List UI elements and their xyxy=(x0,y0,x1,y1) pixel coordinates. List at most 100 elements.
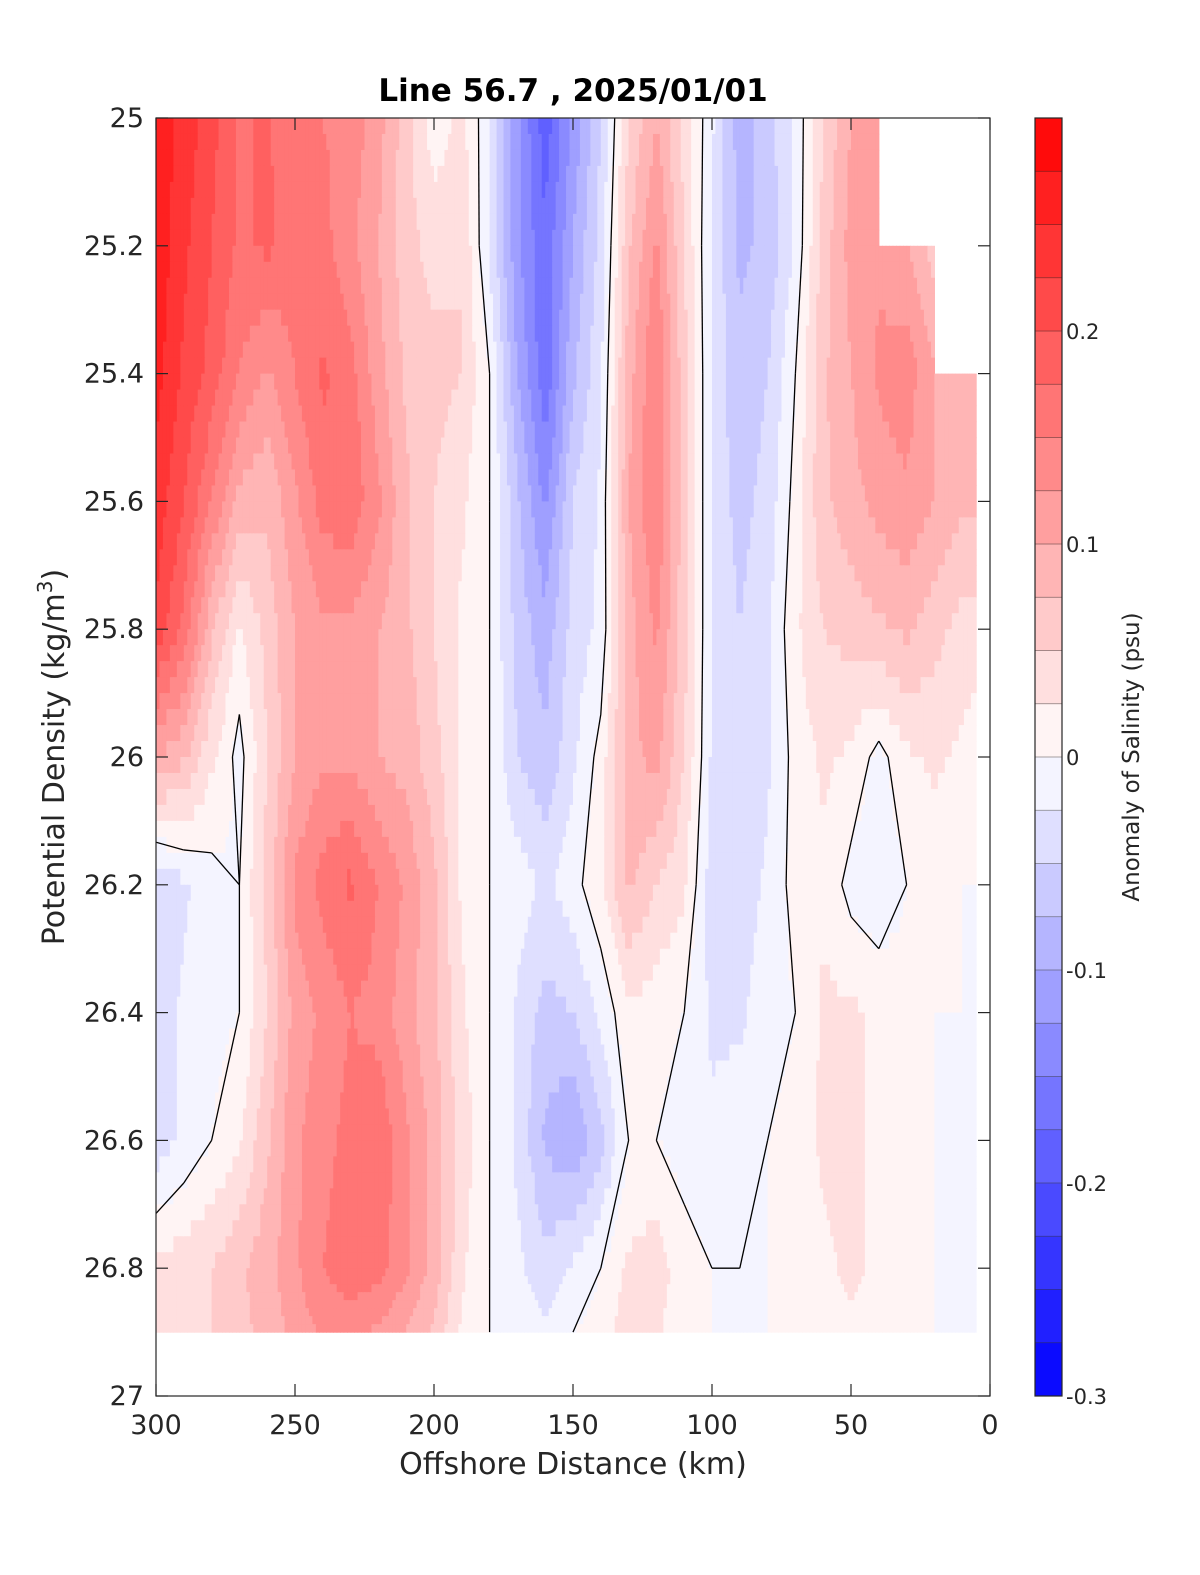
contour-cell xyxy=(232,309,237,327)
contour-cell xyxy=(402,309,407,327)
contour-cell xyxy=(461,341,466,359)
contour-cell xyxy=(802,245,807,263)
contour-cell xyxy=(826,309,831,327)
contour-cell xyxy=(322,485,327,502)
contour-cell xyxy=(284,133,289,151)
contour-cell xyxy=(593,421,598,439)
contour-cell xyxy=(406,197,411,215)
contour-cell xyxy=(420,118,425,135)
contour-cell xyxy=(156,118,161,135)
contour-cell xyxy=(326,245,331,263)
contour-cell xyxy=(270,469,275,487)
contour-cell xyxy=(180,118,185,135)
contour-cell xyxy=(513,245,518,263)
contour-cell xyxy=(871,261,876,279)
contour-cell xyxy=(392,373,397,391)
contour-cell xyxy=(729,118,734,135)
contour-cell xyxy=(298,181,303,199)
contour-cell xyxy=(190,373,195,391)
contour-cell xyxy=(493,277,498,295)
contour-cell xyxy=(771,118,776,135)
contour-cell xyxy=(281,341,286,359)
contour-cell xyxy=(159,149,164,167)
contour-cell xyxy=(162,229,168,247)
contour-cell xyxy=(819,421,824,439)
contour-cell xyxy=(246,118,251,135)
contour-cell xyxy=(232,437,237,455)
contour-cell xyxy=(600,453,605,471)
contour-cell xyxy=(479,149,484,167)
contour-cell xyxy=(267,437,272,455)
contour-cell xyxy=(746,389,751,407)
contour-cell xyxy=(781,133,786,151)
contour-cell xyxy=(687,405,692,423)
contour-cell xyxy=(586,325,591,343)
contour-cell xyxy=(326,453,331,471)
contour-cell xyxy=(868,229,873,247)
contour-cell xyxy=(722,421,727,439)
contour-cell xyxy=(715,341,720,359)
contour-cell xyxy=(732,421,737,439)
contour-cell xyxy=(263,405,268,423)
contour-cell xyxy=(388,373,393,391)
contour-cell xyxy=(190,149,195,167)
contour-cell xyxy=(420,293,425,311)
contour-cell xyxy=(903,277,908,295)
contour-cell xyxy=(228,229,234,247)
contour-cell xyxy=(312,485,317,502)
contour-cell xyxy=(694,293,699,311)
contour-cell xyxy=(381,293,386,311)
contour-cell xyxy=(736,213,741,231)
contour-cell xyxy=(468,245,473,263)
contour-cell xyxy=(361,245,366,263)
contour-cell xyxy=(576,437,581,455)
contour-cell xyxy=(746,437,751,455)
contour-cell xyxy=(208,149,213,167)
contour-cell xyxy=(305,469,310,487)
contour-cell xyxy=(639,485,644,502)
contour-cell xyxy=(656,453,661,471)
contour-cell xyxy=(510,325,515,343)
contour-cell xyxy=(840,245,845,263)
contour-cell xyxy=(434,421,439,439)
contour-cell xyxy=(402,405,407,423)
contour-cell xyxy=(632,181,637,199)
contour-cell xyxy=(847,309,852,327)
contour-cell xyxy=(260,341,265,359)
contour-cell xyxy=(402,293,407,311)
contour-cell xyxy=(618,197,623,215)
contour-cell xyxy=(771,277,776,295)
contour-cell xyxy=(281,405,286,423)
contour-cell xyxy=(573,293,578,311)
contour-cell xyxy=(548,485,553,502)
contour-cell xyxy=(698,341,703,359)
contour-cell xyxy=(281,373,286,391)
contour-cell xyxy=(778,357,783,375)
contour-cell xyxy=(920,309,925,327)
contour-cell xyxy=(156,485,161,502)
contour-cell xyxy=(781,405,786,423)
contour-cell xyxy=(187,165,192,183)
contour-cell xyxy=(256,118,261,135)
contour-cell xyxy=(781,261,786,279)
contour-cell xyxy=(235,357,240,375)
contour-cell xyxy=(340,309,345,327)
contour-cell xyxy=(663,277,668,295)
contour-cell xyxy=(809,165,814,183)
contour-cell xyxy=(305,389,310,407)
contour-cell xyxy=(249,277,254,295)
contour-cell xyxy=(343,405,348,423)
contour-cell xyxy=(732,325,737,343)
contour-cell xyxy=(388,165,393,183)
contour-cell xyxy=(795,309,800,327)
contour-cell xyxy=(847,149,852,167)
contour-cell xyxy=(427,485,432,502)
contour-cell xyxy=(340,118,345,135)
contour-cell xyxy=(809,293,814,311)
contour-cell xyxy=(798,181,803,199)
contour-cell xyxy=(437,341,442,359)
contour-cell xyxy=(913,245,918,263)
contour-cell xyxy=(868,149,873,167)
contour-cell xyxy=(656,277,661,295)
contour-cell xyxy=(844,277,849,295)
